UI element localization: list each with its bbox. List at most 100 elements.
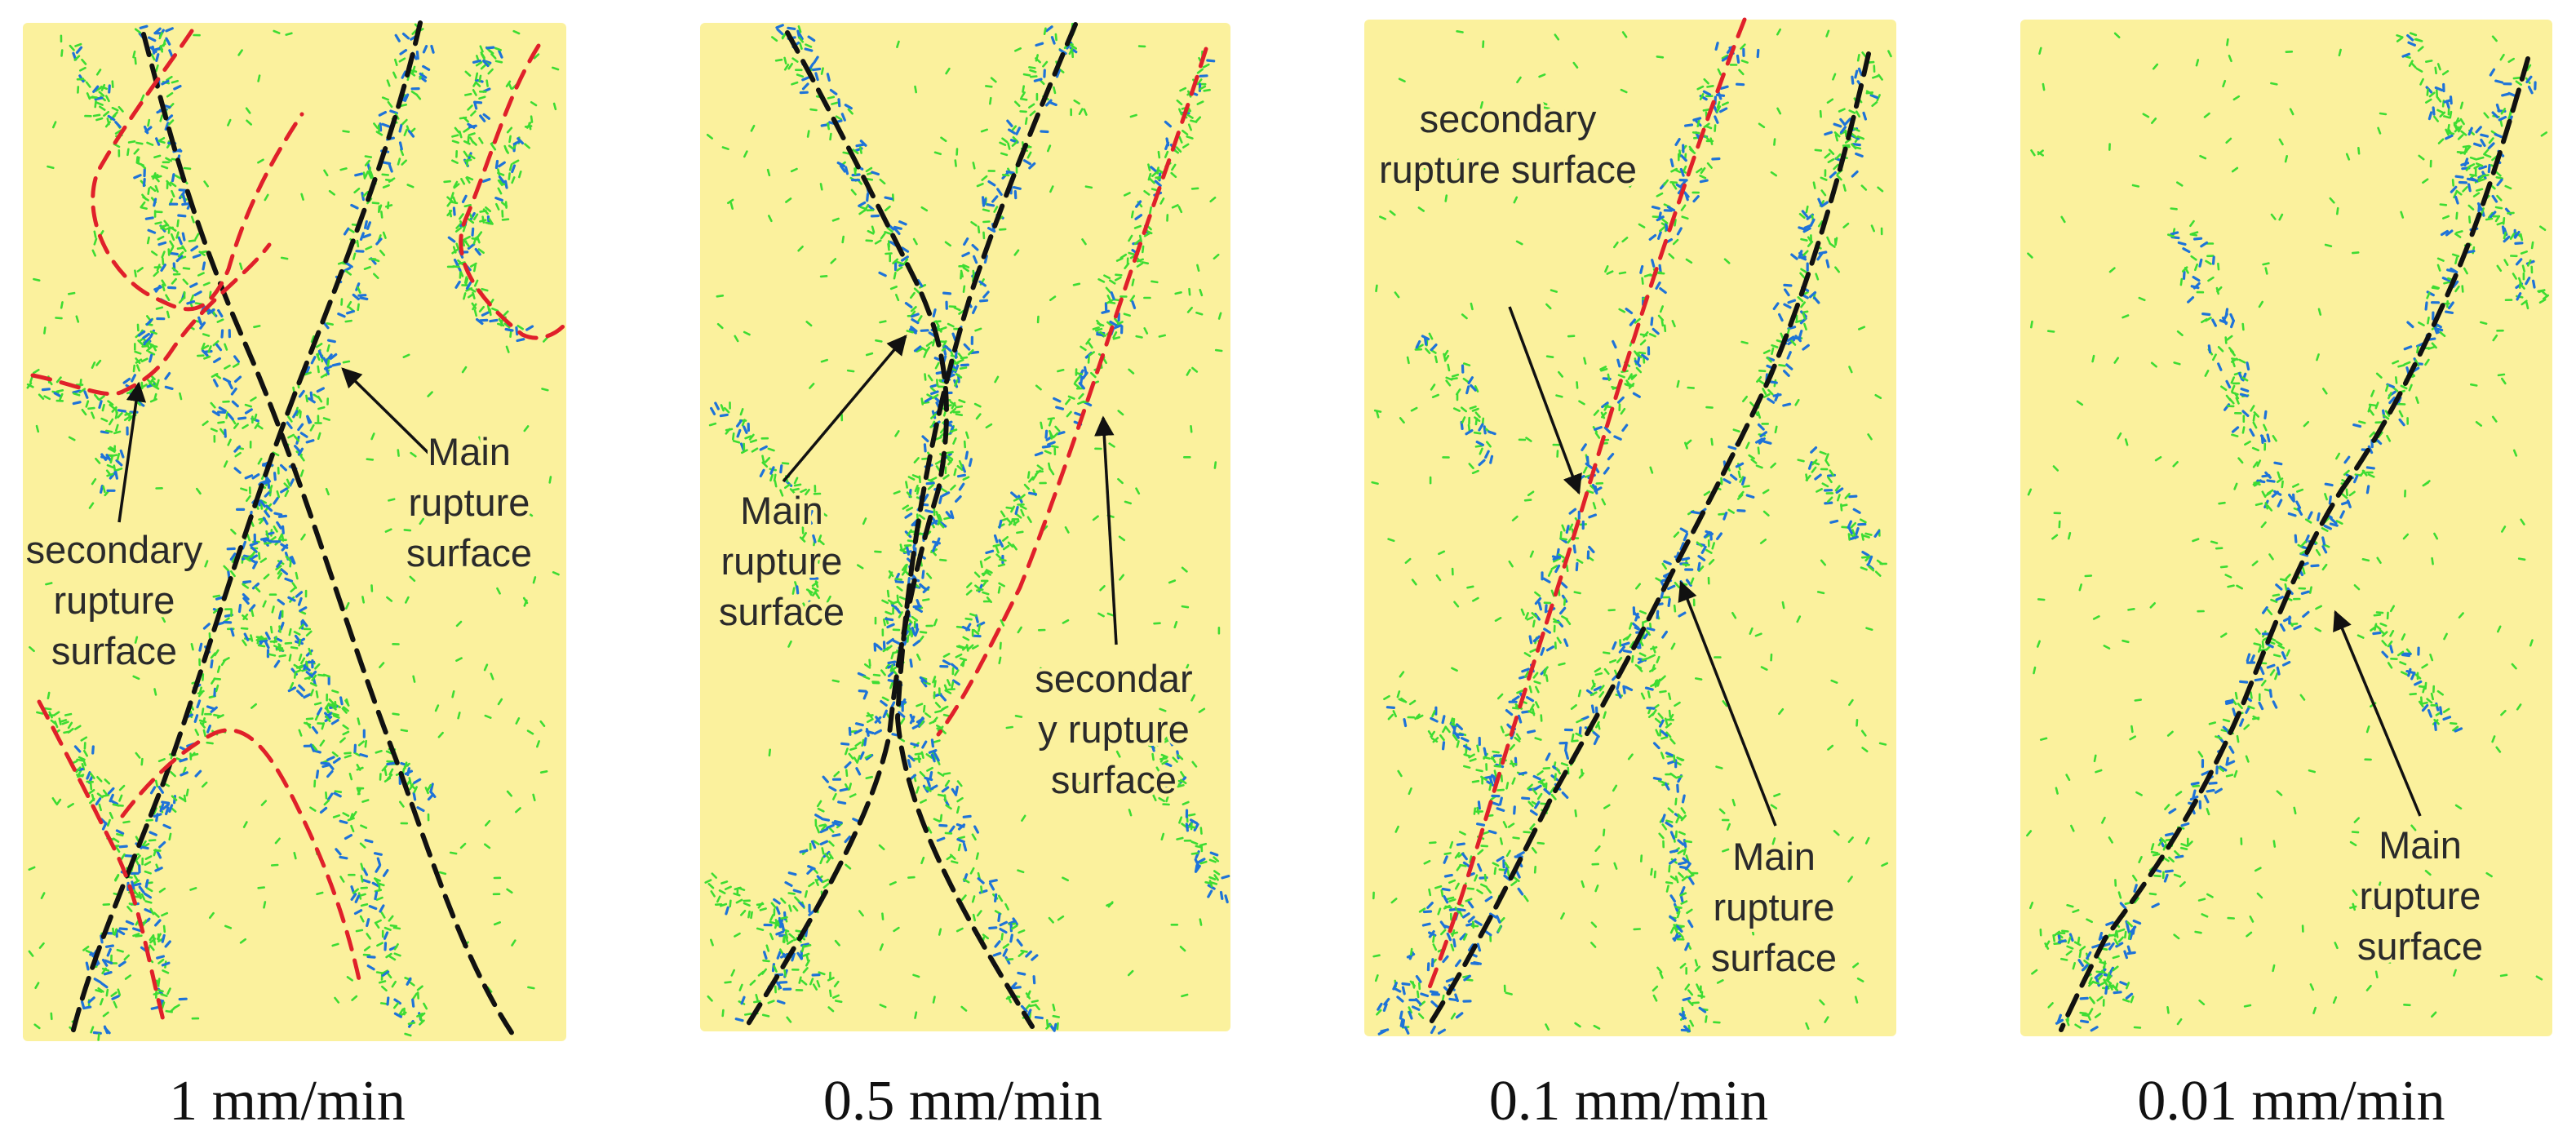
crack-particle: [780, 916, 788, 920]
crack-particle: [812, 534, 817, 543]
crack-particle: [115, 467, 123, 472]
crack-particle: [1533, 680, 1541, 685]
crack-particle: [1529, 809, 1538, 816]
crack-particle: [1051, 445, 1059, 449]
crack-particle: [740, 449, 748, 454]
crack-particle: [430, 44, 435, 54]
crack-particle: [494, 47, 503, 51]
crack-particle: [1106, 295, 1112, 303]
crack-particle: [1190, 424, 1193, 433]
crack-particle: [1567, 335, 1576, 338]
crack-particle: [412, 992, 418, 1000]
crack-particle: [1620, 88, 1628, 94]
crack-particle: [770, 36, 778, 42]
crack-particle: [1136, 262, 1144, 268]
crack-particle: [1771, 347, 1775, 356]
crack-particle: [1818, 251, 1828, 255]
crack-particle: [286, 478, 291, 486]
crack-particle: [971, 645, 979, 650]
main-rupture-line-1a: [141, 32, 517, 1039]
crack-particle: [468, 132, 476, 136]
crack-particle: [371, 881, 380, 888]
crack-particle: [109, 793, 114, 803]
crack-particle: [1639, 264, 1644, 274]
crack-particle: [800, 944, 805, 953]
crack-particle: [853, 729, 862, 735]
crack-particle: [1656, 610, 1660, 619]
crack-particle: [334, 790, 343, 794]
crack-particle: [773, 964, 778, 973]
crack-particle: [1479, 101, 1483, 109]
crack-particle: [1028, 66, 1036, 69]
crack-particle: [467, 104, 473, 111]
crack-particle: [411, 65, 416, 73]
crack-particle: [916, 279, 924, 288]
crack-particle: [342, 724, 349, 730]
crack-particle: [1520, 608, 1525, 616]
crack-particle: [809, 383, 815, 389]
crack-particle: [827, 827, 835, 833]
crack-particle: [802, 967, 809, 973]
crack-particle: [1855, 152, 1864, 157]
crack-particle: [95, 86, 102, 92]
crack-particle: [2431, 556, 2434, 565]
crack-particle: [406, 977, 412, 986]
crack-particle: [1758, 379, 1766, 385]
crack-particle: [1515, 870, 1521, 879]
crack-particle: [1544, 604, 1548, 614]
crack-particle: [725, 906, 729, 916]
crack-particle: [1435, 574, 1442, 582]
crack-particle: [322, 321, 330, 330]
crack-particle: [2338, 48, 2342, 57]
crack-particle: [427, 793, 435, 801]
crack-particle: [332, 714, 340, 719]
crack-particle: [1550, 793, 1557, 800]
crack-particle: [1123, 192, 1131, 197]
crack-particle: [1564, 751, 1570, 760]
crack-particle: [963, 343, 971, 351]
crack-particle: [1219, 890, 1224, 901]
crack-particle: [812, 983, 818, 991]
crack-particle: [791, 587, 796, 595]
crack-particle: [1795, 319, 1803, 324]
crack-particle: [799, 849, 809, 854]
crack-particle: [1452, 725, 1456, 735]
crack-particle: [791, 81, 799, 86]
crack-particle: [862, 675, 871, 681]
crack-particle: [2046, 330, 2055, 333]
crack-particle: [1074, 782, 1081, 788]
crack-particle: [88, 645, 95, 653]
crack-particle: [913, 457, 920, 463]
crack-particle: [962, 842, 968, 852]
crack-particle: [1178, 108, 1183, 116]
crack-particle: [1467, 916, 1475, 923]
crack-particle: [273, 472, 277, 481]
annotation-line: Main: [740, 489, 823, 532]
crack-particle: [1052, 432, 1059, 439]
crack-particle: [900, 255, 909, 262]
crack-particle: [123, 954, 131, 961]
crack-particle: [1463, 765, 1471, 769]
crack-particle: [1620, 407, 1626, 415]
crack-particle: [957, 836, 965, 840]
crack-particle: [1513, 196, 1519, 204]
crack-particle: [1840, 503, 1848, 508]
crack-particle: [260, 800, 268, 806]
crack-particle: [808, 561, 816, 570]
crack-particle: [914, 606, 924, 614]
crack-particle: [918, 514, 925, 521]
crack-particle: [950, 663, 959, 670]
crack-particle: [159, 114, 163, 122]
crack-particle: [1862, 111, 1867, 121]
crack-particle: [907, 539, 916, 543]
crack-particle: [165, 37, 171, 46]
crack-particle: [311, 674, 317, 681]
crack-particle: [2037, 598, 2046, 601]
crack-particle: [878, 271, 887, 277]
crack-particle: [356, 766, 364, 771]
crack-particle: [1800, 268, 1807, 273]
crack-particle: [412, 675, 416, 683]
crack-particle: [289, 559, 292, 568]
crack-particle: [118, 845, 128, 849]
crack-particle: [375, 749, 383, 754]
